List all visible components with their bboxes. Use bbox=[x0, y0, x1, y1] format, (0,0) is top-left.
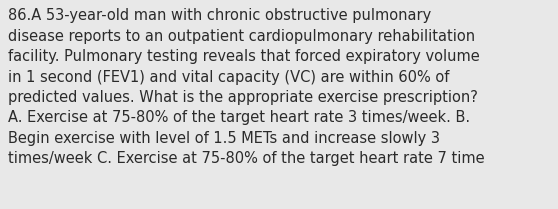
Text: 86.A 53-year-old man with chronic obstructive pulmonary
disease reports to an ou: 86.A 53-year-old man with chronic obstru… bbox=[8, 8, 485, 166]
